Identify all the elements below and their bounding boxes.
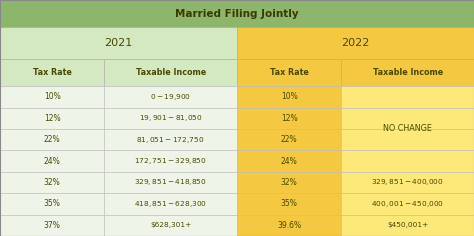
Bar [237, 59, 341, 86]
Text: $19,901 - $81,050: $19,901 - $81,050 [139, 113, 202, 123]
Bar [341, 86, 474, 108]
Text: $81,051 - $172,750: $81,051 - $172,750 [137, 135, 205, 145]
Bar [0, 215, 104, 236]
Bar [104, 150, 237, 172]
Bar [237, 108, 341, 129]
Bar [237, 27, 474, 59]
Bar [341, 172, 474, 193]
Text: 39.6%: 39.6% [277, 221, 301, 230]
Bar [341, 215, 474, 236]
Bar [104, 193, 237, 215]
Text: $400,001 - $450,000: $400,001 - $450,000 [371, 199, 444, 209]
Bar [237, 129, 341, 150]
Bar [0, 86, 104, 108]
Text: $628,301+: $628,301+ [150, 222, 191, 228]
Text: 2021: 2021 [104, 38, 133, 48]
Bar [0, 150, 104, 172]
Text: NO CHANGE: NO CHANGE [383, 124, 432, 133]
Bar [0, 27, 237, 59]
Bar [237, 86, 341, 108]
Text: $329,851 - $418,850: $329,851 - $418,850 [134, 177, 207, 187]
Bar [341, 129, 474, 150]
Bar [104, 129, 237, 150]
Bar [0, 108, 104, 129]
Text: 10%: 10% [281, 92, 298, 101]
Bar [0, 193, 104, 215]
Text: 12%: 12% [44, 114, 61, 123]
Text: 22%: 22% [281, 135, 298, 144]
Text: 12%: 12% [281, 114, 298, 123]
Bar [0, 0, 474, 27]
Text: $450,001+: $450,001+ [387, 222, 428, 228]
Bar [104, 86, 237, 108]
Text: Tax Rate: Tax Rate [33, 68, 72, 77]
Text: 32%: 32% [44, 178, 61, 187]
Bar [104, 215, 237, 236]
Bar [104, 108, 237, 129]
Bar [237, 150, 341, 172]
Bar [341, 193, 474, 215]
Text: 10%: 10% [44, 92, 61, 101]
Text: 24%: 24% [44, 156, 61, 166]
Text: 32%: 32% [281, 178, 298, 187]
Bar [0, 129, 104, 150]
Text: 35%: 35% [281, 199, 298, 208]
Bar [0, 59, 104, 86]
Bar [237, 193, 341, 215]
Bar [341, 150, 474, 172]
Bar [237, 172, 341, 193]
Bar [104, 59, 237, 86]
Text: $418,851 - $628,300: $418,851 - $628,300 [134, 199, 207, 209]
Bar [341, 108, 474, 129]
Text: 2022: 2022 [341, 38, 370, 48]
Text: Taxable Income: Taxable Income [136, 68, 206, 77]
Text: 22%: 22% [44, 135, 61, 144]
Text: 35%: 35% [44, 199, 61, 208]
Bar [237, 215, 341, 236]
Text: $172,751 - $329,850: $172,751 - $329,850 [134, 156, 207, 166]
Text: 37%: 37% [44, 221, 61, 230]
Text: Tax Rate: Tax Rate [270, 68, 309, 77]
Text: $0 - $19,900: $0 - $19,900 [150, 92, 191, 102]
Bar [104, 172, 237, 193]
Text: $329,851 - $400,000: $329,851 - $400,000 [371, 177, 444, 187]
Text: 24%: 24% [281, 156, 298, 166]
Text: Taxable Income: Taxable Income [373, 68, 443, 77]
Bar [0, 172, 104, 193]
Bar [341, 59, 474, 86]
Text: Married Filing Jointly: Married Filing Jointly [175, 8, 299, 19]
